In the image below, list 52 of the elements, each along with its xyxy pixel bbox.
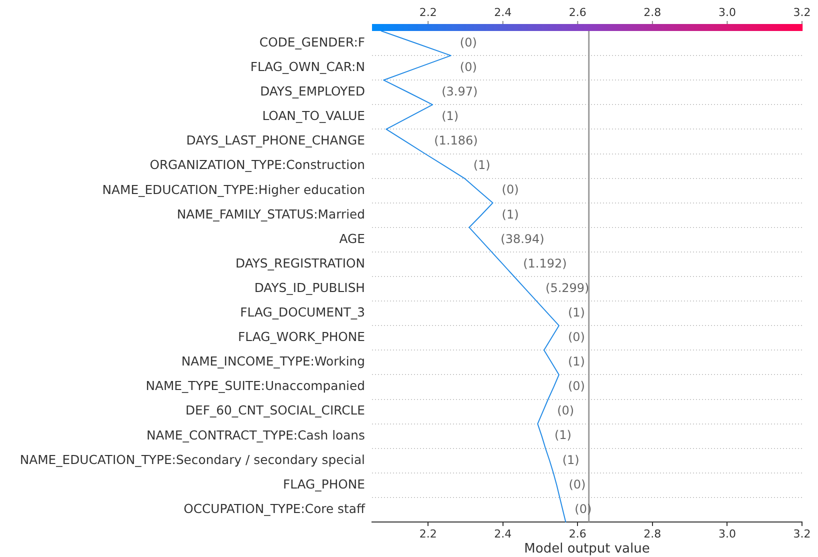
- annotation: (3.97): [442, 84, 478, 98]
- y-tick-label: FLAG_WORK_PHONE: [238, 329, 366, 344]
- annotation: (0): [568, 330, 585, 344]
- y-tick-label: DAYS_LAST_PHONE_CHANGE: [186, 132, 366, 148]
- annotation: (5.299): [546, 280, 590, 295]
- y-tick-label: OCCUPATION_TYPE:Core staff: [184, 500, 366, 516]
- x-tick-label: 3.2: [793, 527, 811, 540]
- annotation: (1.186): [434, 134, 478, 148]
- color-bar-label: 2.6: [568, 6, 586, 19]
- annotation: (38.94): [500, 232, 544, 246]
- x-tick-label: 3.0: [718, 527, 736, 540]
- color-bar-label: 2.4: [494, 6, 512, 19]
- annotation: (1.192): [523, 256, 567, 270]
- annotation: (1): [554, 428, 572, 442]
- annotation: (1): [568, 305, 585, 320]
- y-tick-label: NAME_INCOME_TYPE:Working: [181, 354, 365, 369]
- color-bar-label: 2.8: [644, 6, 662, 19]
- y-tick-label: DEF_60_CNT_SOCIAL_CIRCLE: [185, 402, 366, 418]
- y-tick-label: NAME_EDUCATION_TYPE:Secondary / secondary special: [20, 452, 365, 467]
- x-tick-label: 2.4: [494, 527, 512, 540]
- annotation: (0): [502, 182, 519, 197]
- annotation: (1): [442, 109, 459, 124]
- annotation: (0): [568, 379, 585, 394]
- y-tick-label: FLAG_OWN_CAR:N: [250, 59, 365, 74]
- y-tick-label: FLAG_DOCUMENT_3: [240, 304, 365, 320]
- y-tick-label: NAME_TYPE_SUITE:Unaccompanied: [146, 378, 365, 394]
- color-bar-label: 3.0: [718, 6, 736, 19]
- annotation: (1): [473, 158, 490, 172]
- y-tick-label: LOAN_TO_VALUE: [262, 108, 366, 124]
- y-tick-label: DAYS_EMPLOYED: [260, 84, 365, 99]
- x-tick-label: 2.6: [568, 527, 586, 540]
- color-bar-label: 2.2: [419, 6, 437, 19]
- annotation: (1): [568, 354, 585, 369]
- annotation: (0): [557, 404, 574, 418]
- annotation: (1): [502, 207, 519, 222]
- y-tick-label: NAME_FAMILY_STATUS:Married: [176, 206, 365, 222]
- y-tick-label: DAYS_REGISTRATION: [236, 255, 365, 270]
- y-tick-label: NAME_CONTRACT_TYPE:Cash loans: [146, 427, 365, 442]
- annotation: (1): [562, 452, 580, 467]
- y-tick-label: FLAG_PHONE: [282, 476, 366, 492]
- y-tick-label: NAME_EDUCATION_TYPE:Higher education: [102, 182, 365, 197]
- annotation: (0): [460, 35, 477, 50]
- y-tick-label: DAYS_ID_PUBLISH: [254, 280, 365, 295]
- annotation: (0): [460, 60, 477, 74]
- y-tick-label: CODE_GENDER:F: [259, 34, 365, 50]
- x-tick-label: 2.2: [419, 527, 437, 540]
- x-axis-title: Model output value: [524, 542, 650, 557]
- y-tick-label: ORGANIZATION_TYPE:Construction: [150, 157, 365, 172]
- x-tick-label: 2.8: [644, 527, 662, 540]
- annotation: (0): [568, 477, 586, 492]
- color-bar-label: 3.2: [793, 6, 811, 19]
- y-tick-label: AGE: [339, 230, 366, 246]
